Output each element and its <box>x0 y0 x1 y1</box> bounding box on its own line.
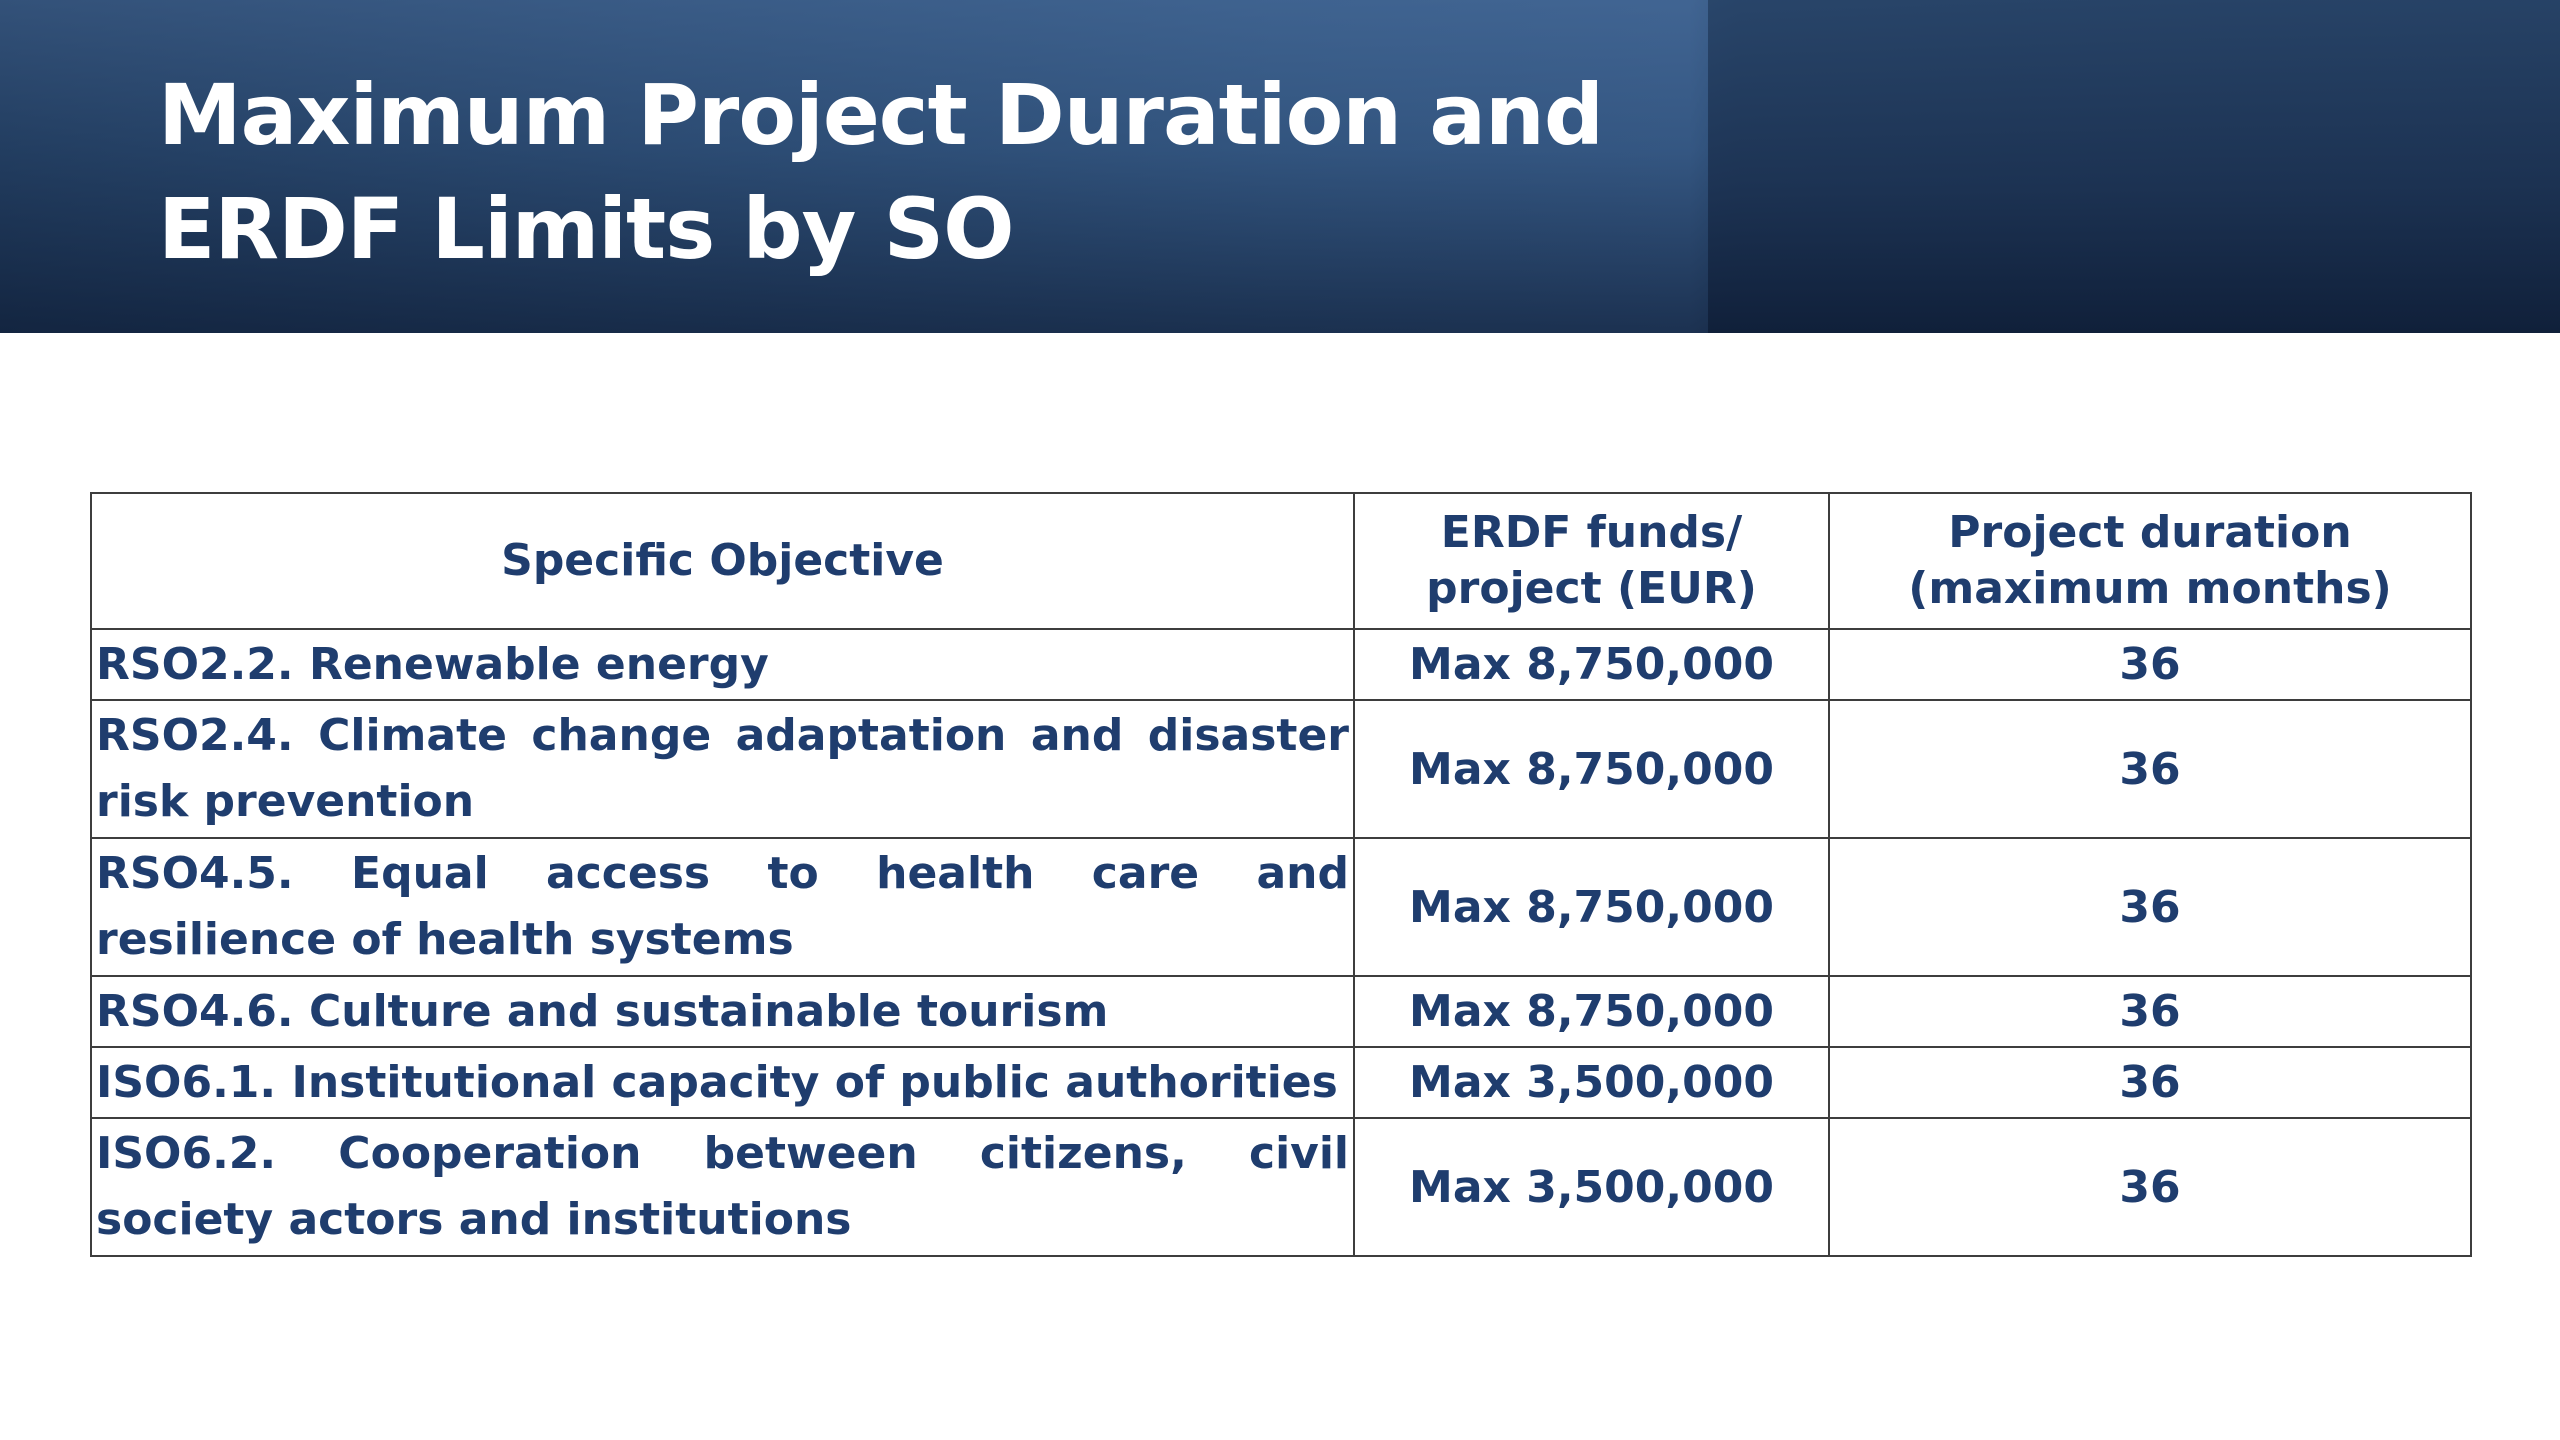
objective-cell: ISO6.2. Cooperation between citizens, ci… <box>90 1117 1355 1257</box>
title-line-2: ERDF Limits by SO <box>158 180 1014 278</box>
funds-cell: Max 8,750,000 <box>1353 699 1830 839</box>
header-specific-objective-label: Specific Objective <box>501 535 944 586</box>
header-erdf-funds-line-1: ERDF funds/ <box>1440 507 1743 558</box>
table-row: RSO2.4. Climate change adaptation and di… <box>90 699 2472 839</box>
table-header-row: Specific Objective ERDF funds/ project (… <box>90 492 2472 630</box>
slide-header: Maximum Project Duration and ERDF Limits… <box>0 0 2560 333</box>
slide-title: Maximum Project Duration and ERDF Limits… <box>158 58 1658 286</box>
duration-cell: 36 <box>1828 975 2472 1048</box>
table-row: RSO2.2. Renewable energy Max 8,750,000 3… <box>90 628 2472 701</box>
funds-cell: Max 3,500,000 <box>1353 1117 1830 1257</box>
table-row: RSO4.5. Equal access to health care and … <box>90 837 2472 977</box>
header-project-duration: Project duration (maximum months) <box>1828 492 2472 630</box>
header-erdf-funds-line-2: project (EUR) <box>1426 563 1757 614</box>
funds-cell: Max 8,750,000 <box>1353 628 1830 701</box>
objective-cell: RSO2.2. Renewable energy <box>90 628 1355 701</box>
duration-cell: 36 <box>1828 1117 2472 1257</box>
objective-cell: RSO2.4. Climate change adaptation and di… <box>90 699 1355 839</box>
duration-cell: 36 <box>1828 699 2472 839</box>
header-project-duration-line-2: (maximum months) <box>1908 563 2392 614</box>
funds-cell: Max 8,750,000 <box>1353 837 1830 977</box>
table-row: RSO4.6. Culture and sustainable tourism … <box>90 975 2472 1048</box>
funds-cell: Max 3,500,000 <box>1353 1046 1830 1119</box>
duration-cell: 36 <box>1828 1046 2472 1119</box>
duration-cell: 36 <box>1828 628 2472 701</box>
limits-table-container: Specific Objective ERDF funds/ project (… <box>90 492 2472 1257</box>
header-project-duration-line-1: Project duration <box>1948 507 2352 558</box>
funds-cell: Max 8,750,000 <box>1353 975 1830 1048</box>
table-row: ISO6.1. Institutional capacity of public… <box>90 1046 2472 1119</box>
objective-cell: RSO4.6. Culture and sustainable tourism <box>90 975 1355 1048</box>
table-row: ISO6.2. Cooperation between citizens, ci… <box>90 1117 2472 1257</box>
header-erdf-funds: ERDF funds/ project (EUR) <box>1353 492 1830 630</box>
limits-table: Specific Objective ERDF funds/ project (… <box>90 492 2472 1257</box>
title-line-1: Maximum Project Duration and <box>158 66 1604 164</box>
header-specific-objective: Specific Objective <box>90 492 1355 630</box>
objective-cell: RSO4.5. Equal access to health care and … <box>90 837 1355 977</box>
duration-cell: 36 <box>1828 837 2472 977</box>
objective-cell: ISO6.1. Institutional capacity of public… <box>90 1046 1355 1119</box>
